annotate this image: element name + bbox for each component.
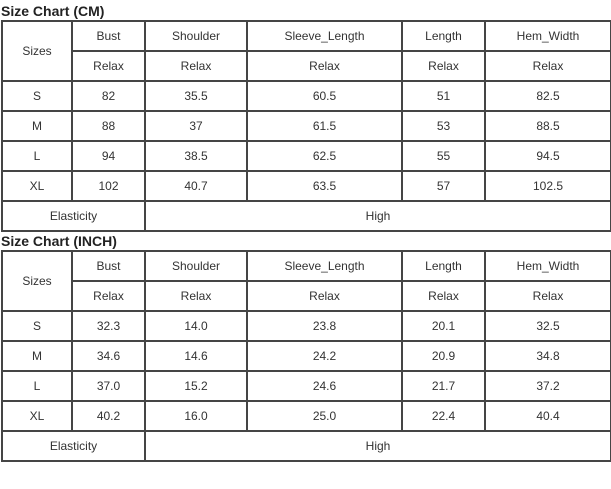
fit-subheader: Relax (246, 50, 403, 82)
elasticity-row: Elasticity High (1, 200, 611, 232)
table-row: XL 102 40.7 63.5 57 102.5 (1, 170, 611, 202)
subheader-row: Relax Relax Relax Relax Relax (2, 280, 611, 312)
measurement-cell: 32.5 (484, 310, 611, 342)
column-header: Shoulder (144, 250, 248, 282)
table-row: XL 40.2 16.0 25.0 22.4 40.4 (1, 400, 611, 432)
column-header: Bust (71, 250, 146, 282)
measurement-cell: 16.0 (144, 400, 248, 432)
table-row: M 34.6 14.6 24.2 20.9 34.8 (1, 340, 611, 372)
table-row: L 37.0 15.2 24.6 21.7 37.2 (1, 370, 611, 402)
measurement-cell: 22.4 (401, 400, 486, 432)
column-header: Sleeve_Length (246, 20, 403, 52)
measurement-cell: 57 (401, 170, 486, 202)
measurement-cell: 32.3 (71, 310, 146, 342)
subheader-row: Relax Relax Relax Relax Relax (2, 50, 611, 82)
measurement-cell: 63.5 (246, 170, 403, 202)
size-cell: XL (1, 400, 73, 432)
measurement-cell: 37.0 (71, 370, 146, 402)
measurement-cell: 82.5 (484, 80, 611, 112)
measurement-cell: 94 (71, 140, 146, 172)
measurement-cell: 40.7 (144, 170, 248, 202)
measurement-cell: 21.7 (401, 370, 486, 402)
fit-subheader: Relax (246, 280, 403, 312)
measurement-cell: 14.0 (144, 310, 248, 342)
measurement-cell: 37.2 (484, 370, 611, 402)
measurement-cell: 15.2 (144, 370, 248, 402)
table-row: S 32.3 14.0 23.8 20.1 32.5 (1, 310, 611, 342)
size-cell: L (1, 140, 73, 172)
elasticity-value: High (144, 430, 611, 462)
measurement-cell: 94.5 (484, 140, 611, 172)
measurement-cell: 20.1 (401, 310, 486, 342)
size-chart-table: Sizes Bust Shoulder Sleeve_Length Length Hem_… (1, 250, 611, 462)
size-cell: XL (1, 170, 73, 202)
column-header: Length (401, 250, 486, 282)
size-cell: L (1, 370, 73, 402)
size-cell: S (1, 80, 73, 112)
header-row: Sizes Bust Shoulder Sleeve_Length Length Hem_… (1, 250, 611, 312)
size-cell: M (1, 340, 73, 372)
measurement-cell: 40.2 (71, 400, 146, 432)
measurement-cell: 40.4 (484, 400, 611, 432)
header-row: Sizes Bust Shoulder Sleeve_Length Length Hem_… (1, 20, 611, 82)
fit-subheader: Relax (484, 50, 611, 82)
fit-subheader: Relax (401, 50, 486, 82)
size-chart-title: Size Chart (INCH) (1, 233, 117, 249)
measurement-cell: 34.6 (71, 340, 146, 372)
fit-subheader: Relax (71, 280, 146, 312)
measurement-cell: 60.5 (246, 80, 403, 112)
sizes-header: Sizes (1, 250, 73, 312)
size-charts: Size Chart (CM) Sizes Bust Shoulder Sleeve_L… (1, 3, 611, 462)
measurement-cell: 88 (71, 110, 146, 142)
measurement-cell: 102 (71, 170, 146, 202)
column-header: Hem_Width (484, 250, 611, 282)
size-chart-table: Sizes Bust Shoulder Sleeve_Length Length Hem_… (1, 20, 611, 232)
size-cell: M (1, 110, 73, 142)
measurement-cell: 55 (401, 140, 486, 172)
elasticity-label: Elasticity (1, 430, 146, 462)
elasticity-row: Elasticity High (1, 430, 611, 462)
measurement-cell: 82 (71, 80, 146, 112)
measurement-cell: 34.8 (484, 340, 611, 372)
measurement-cell: 25.0 (246, 400, 403, 432)
sizes-header: Sizes (1, 20, 73, 82)
table-row: S 82 35.5 60.5 51 82.5 (1, 80, 611, 112)
table-row: L 94 38.5 62.5 55 94.5 (1, 140, 611, 172)
fit-subheader: Relax (401, 280, 486, 312)
measurement-cell: 51 (401, 80, 486, 112)
fit-subheader: Relax (144, 50, 248, 82)
fit-subheader: Relax (484, 280, 611, 312)
fit-subheader: Relax (144, 280, 248, 312)
measurement-cell: 61.5 (246, 110, 403, 142)
measurement-cell: 14.6 (144, 340, 248, 372)
table-row: M 88 37 61.5 53 88.5 (1, 110, 611, 142)
fit-subheader: Relax (71, 50, 146, 82)
column-header: Bust (71, 20, 146, 52)
column-header: Hem_Width (484, 20, 611, 52)
size-cell: S (1, 310, 73, 342)
measurement-cell: 88.5 (484, 110, 611, 142)
measurement-cell: 102.5 (484, 170, 611, 202)
size-chart-title: Size Chart (CM) (1, 3, 105, 19)
measurement-cell: 20.9 (401, 340, 486, 372)
column-header: Sleeve_Length (246, 250, 403, 282)
elasticity-label: Elasticity (1, 200, 146, 232)
measurement-cell: 24.6 (246, 370, 403, 402)
measurement-cell: 38.5 (144, 140, 248, 172)
measurement-cell: 35.5 (144, 80, 248, 112)
measurement-cell: 53 (401, 110, 486, 142)
column-header: Length (401, 20, 486, 52)
measurement-cell: 23.8 (246, 310, 403, 342)
column-header: Shoulder (144, 20, 248, 52)
measurement-cell: 62.5 (246, 140, 403, 172)
measurement-cell: 24.2 (246, 340, 403, 372)
measurement-cell: 37 (144, 110, 248, 142)
elasticity-value: High (144, 200, 611, 232)
